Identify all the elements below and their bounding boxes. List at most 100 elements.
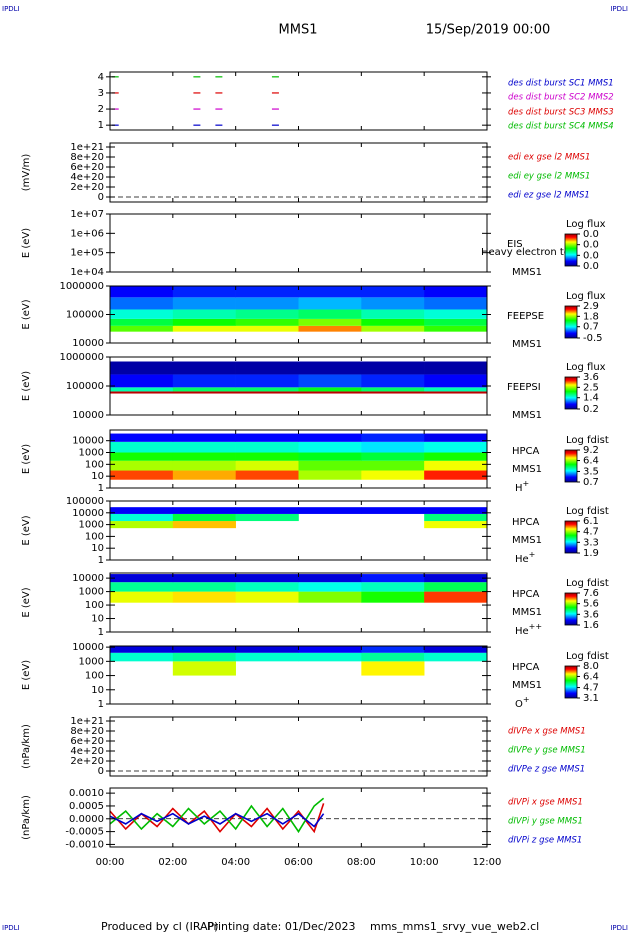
y-tick-label: 8e+20 [70, 152, 104, 163]
spectrogram-cell [110, 452, 174, 461]
y-tick-label: 10000 [72, 508, 104, 519]
spectrogram-cell [424, 652, 488, 662]
species-label: He++ [515, 622, 542, 638]
spectrogram-cell [424, 387, 488, 392]
y-axis-label: E (eV) [21, 299, 32, 329]
y-tick-label: -0.0005 [65, 827, 104, 838]
spectrogram-cell [110, 318, 174, 326]
y-tick-label: 100 [85, 671, 104, 682]
species-name: He [515, 626, 529, 637]
spectrogram-cell [424, 374, 488, 388]
spectrogram-cell [235, 297, 299, 310]
spectrogram-cell [424, 433, 488, 442]
colorbar-tick-label: 0.2 [583, 404, 599, 415]
colorbar-tick-label: 6.1 [583, 516, 599, 527]
spectrogram-cell [110, 507, 174, 514]
spectrogram-cell [235, 433, 299, 442]
spectrogram-cell [298, 387, 362, 392]
y-tick-label: 10 [91, 543, 104, 554]
spectrogram-cell [172, 452, 236, 461]
y-axis-label: (nPa/km) [21, 795, 32, 840]
spectrogram-cell [361, 318, 425, 326]
spectrogram-cell [172, 521, 236, 529]
x-tick-label: 08:00 [347, 857, 376, 868]
colorbar-tick-label: -0.5 [583, 333, 603, 344]
spectrogram-cell [110, 433, 174, 442]
spectrogram-cell [172, 286, 236, 298]
species-label: He+ [515, 550, 535, 566]
colorbar-title: Log flux [566, 219, 606, 230]
colorbar-tick-label: 1.6 [583, 620, 599, 631]
colorbar-title: Log flux [566, 291, 606, 302]
spectrogram-cell [424, 452, 488, 461]
spectrogram-cell [424, 297, 488, 310]
y-tick-label: 10 [91, 614, 104, 625]
y-axis-label: E (eV) [21, 444, 32, 474]
colorbar-tick-label: 6.4 [583, 671, 599, 682]
spectrogram-cell [298, 433, 362, 442]
instrument-label: FEEPSI [507, 382, 541, 393]
species-name: O [515, 699, 523, 710]
y-tick-label: 1000000 [59, 352, 104, 363]
spectrogram-cell [172, 661, 236, 676]
y-tick-label: 2e+20 [70, 756, 104, 767]
spectrogram-cell [235, 325, 299, 332]
colorbar-tick-label: 9.2 [583, 445, 599, 456]
spacecraft-label: MMS1 [512, 680, 542, 691]
y-tick-label: 1000 [79, 520, 104, 531]
spectrogram-cell [172, 460, 236, 471]
colorbar-tick-label: 0.0 [583, 229, 599, 240]
spectrogram-cell [235, 391, 299, 394]
spectrogram-cell [110, 521, 174, 529]
y-tick-label: 2e+20 [70, 182, 104, 193]
colorbar-tick-label: 8.0 [583, 661, 599, 672]
colorbar-title: Log fdist [566, 435, 609, 446]
spectrogram-cell [235, 318, 299, 326]
spectrogram-cell [172, 591, 236, 603]
y-tick-label: 6e+20 [70, 736, 104, 747]
spectrogram-cell [298, 318, 362, 326]
colorbar-tick-label: 1.4 [583, 393, 599, 404]
y-axis-label: (nPa/km) [21, 724, 32, 769]
spectrogram-cell [361, 582, 425, 592]
spectrogram-cell [110, 441, 174, 453]
instrument-label: HPCA [512, 446, 540, 457]
spectrogram-cell [110, 361, 174, 375]
colorbar-tick-label: 2.9 [583, 301, 599, 312]
colorbar-tick-label: 3.3 [583, 537, 599, 548]
legend-entry: edi ey gse l2 MMS1 [508, 172, 590, 182]
spectrogram-cell [172, 297, 236, 310]
y-tick-label: 100 [85, 531, 104, 542]
corner-label: IPDLI [610, 924, 628, 932]
colorbar-tick-label: 4.7 [583, 683, 599, 694]
y-axis-label: E (eV) [21, 587, 32, 617]
y-tick-label: 0 [98, 766, 104, 777]
corner-label: IPDLI [2, 5, 20, 13]
colorbar-tick-label: 0.0 [583, 250, 599, 261]
colorbar [564, 665, 578, 699]
x-tick-label: 12:00 [473, 857, 502, 868]
spectrogram-cell [298, 374, 362, 388]
spectrogram-cell [361, 387, 425, 392]
colorbar-tick-label: 2.5 [583, 382, 599, 393]
spectrogram-cell [110, 574, 174, 583]
spectrogram-cell [424, 521, 488, 529]
spectrogram-cell [235, 361, 299, 375]
spectrogram-cell [110, 309, 174, 319]
spectrogram-cell [298, 574, 362, 583]
spectrogram-cell [172, 309, 236, 319]
x-tick-label: 04:00 [221, 857, 250, 868]
spectrogram-cell [298, 441, 362, 453]
y-tick-label: 10000 [72, 573, 104, 584]
spectrogram-cell [298, 361, 362, 375]
y-tick-label: 6e+20 [70, 162, 104, 173]
spectrogram-cell [424, 574, 488, 583]
y-tick-label: 0 [98, 192, 104, 203]
x-tick-label: 00:00 [96, 857, 125, 868]
colorbar-tick-label: 1.9 [583, 548, 599, 559]
spectrogram-cell [235, 460, 299, 471]
spectrogram-cell [110, 374, 174, 388]
instrument-label: HPCA [512, 517, 540, 528]
y-tick-label: 100000 [66, 310, 104, 321]
spectrogram-cell [172, 441, 236, 453]
